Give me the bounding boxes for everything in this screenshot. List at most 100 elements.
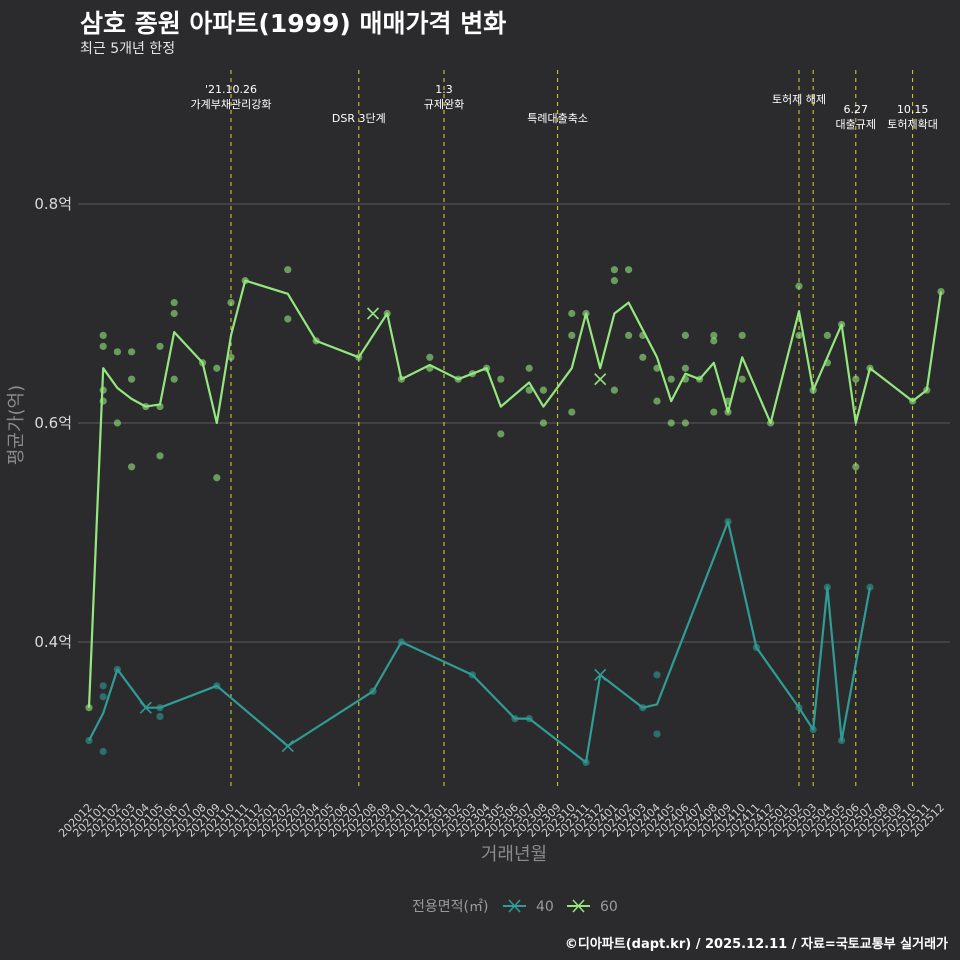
data-point bbox=[426, 364, 434, 372]
event-label: 가계부채관리강화 bbox=[191, 98, 272, 111]
x-axis-title: 거래년월 bbox=[481, 844, 547, 865]
data-point bbox=[795, 331, 803, 339]
data-point bbox=[681, 364, 690, 372]
series-40 bbox=[85, 517, 874, 767]
event-label: 토허제확대 bbox=[887, 118, 938, 131]
legend-item-40: 40 bbox=[503, 899, 554, 915]
event-label: 대출규제 bbox=[836, 118, 876, 131]
data-point bbox=[156, 712, 164, 721]
data-point bbox=[156, 704, 164, 712]
data-point bbox=[483, 364, 491, 372]
data-point bbox=[539, 386, 548, 394]
data-point bbox=[170, 309, 178, 318]
data-point bbox=[809, 726, 817, 734]
cross-marker bbox=[594, 668, 607, 681]
data-point bbox=[582, 309, 590, 318]
data-point bbox=[383, 309, 391, 318]
data-point bbox=[752, 643, 761, 652]
legend-title: 전용면적(㎡) bbox=[412, 899, 488, 915]
data-point bbox=[284, 315, 292, 323]
data-point bbox=[625, 266, 633, 274]
data-point bbox=[525, 386, 533, 394]
event-label: 규제완화 bbox=[424, 98, 464, 111]
data-point bbox=[99, 386, 107, 394]
data-point bbox=[511, 715, 519, 723]
data-point bbox=[426, 353, 434, 361]
data-point bbox=[128, 375, 136, 383]
grid-lines bbox=[78, 203, 950, 643]
data-point bbox=[156, 402, 164, 411]
event-label: '21.10.26 bbox=[205, 83, 257, 96]
data-point bbox=[610, 266, 619, 274]
cross-marker bbox=[594, 373, 607, 386]
data-point bbox=[909, 397, 917, 405]
data-point bbox=[724, 408, 732, 416]
data-point bbox=[227, 298, 235, 307]
data-point bbox=[113, 419, 121, 427]
data-point bbox=[170, 298, 178, 307]
data-point bbox=[738, 331, 746, 339]
data-point bbox=[667, 375, 675, 383]
series-60 bbox=[85, 266, 945, 712]
event-label: 토허제 해제 bbox=[772, 92, 826, 106]
data-point bbox=[85, 704, 93, 712]
cross-marker bbox=[139, 701, 152, 714]
data-point bbox=[823, 583, 832, 591]
data-point bbox=[525, 364, 533, 372]
data-point bbox=[99, 693, 107, 701]
event-label: DSR 3단계 bbox=[332, 112, 386, 125]
y-axis-ticks: 0.4억 0.6억 0.8억 bbox=[34, 195, 72, 651]
data-point bbox=[653, 397, 661, 405]
data-point bbox=[213, 474, 221, 482]
data-point bbox=[99, 682, 107, 690]
data-point bbox=[99, 331, 107, 339]
data-point bbox=[639, 704, 647, 712]
cross-marker bbox=[366, 307, 380, 320]
data-point bbox=[99, 747, 107, 756]
legend: 전용면적(㎡) 40 60 bbox=[412, 899, 618, 915]
data-point bbox=[397, 375, 405, 383]
data-point bbox=[681, 419, 690, 427]
legend-label-40: 40 bbox=[536, 899, 554, 915]
event-label: 특례대출축소 bbox=[527, 112, 588, 125]
data-point bbox=[639, 331, 647, 339]
x-axis-ticks: 2020122021012021022021032021042021052021… bbox=[56, 801, 947, 840]
data-point bbox=[610, 277, 619, 285]
data-point bbox=[312, 337, 320, 345]
data-point bbox=[99, 342, 107, 350]
data-point bbox=[710, 331, 718, 339]
source-caption: ©디아파트(dapt.kr) / 2025.12.11 / 자료=국토교통부 실… bbox=[564, 937, 948, 952]
data-point bbox=[128, 348, 136, 356]
data-point bbox=[582, 758, 590, 767]
data-point bbox=[866, 364, 874, 372]
data-point bbox=[355, 353, 363, 361]
data-point bbox=[795, 704, 803, 712]
data-point bbox=[85, 736, 93, 745]
data-point bbox=[539, 419, 548, 427]
data-point bbox=[653, 364, 661, 372]
data-point bbox=[625, 331, 633, 339]
data-point bbox=[468, 671, 476, 679]
legend-item-60: 60 bbox=[567, 899, 618, 915]
data-point bbox=[568, 309, 576, 318]
data-point bbox=[923, 386, 931, 394]
event-label: 6.27 bbox=[844, 103, 869, 116]
data-point bbox=[823, 331, 832, 339]
y-tick-label: 0.4억 bbox=[34, 633, 72, 651]
data-point bbox=[738, 375, 746, 383]
data-point bbox=[227, 353, 235, 361]
data-point bbox=[284, 266, 292, 274]
data-point bbox=[156, 342, 164, 350]
data-point bbox=[199, 359, 207, 367]
event-label: 1.3 bbox=[435, 83, 453, 96]
data-point bbox=[767, 419, 775, 427]
y-tick-label: 0.6억 bbox=[34, 414, 72, 432]
data-point bbox=[142, 402, 150, 411]
chart-subtitle: 최근 5개년 한정 bbox=[80, 41, 176, 57]
data-point bbox=[397, 638, 405, 646]
data-point bbox=[468, 370, 476, 378]
data-point bbox=[497, 430, 505, 438]
data-point bbox=[525, 715, 533, 723]
data-point bbox=[724, 517, 732, 526]
